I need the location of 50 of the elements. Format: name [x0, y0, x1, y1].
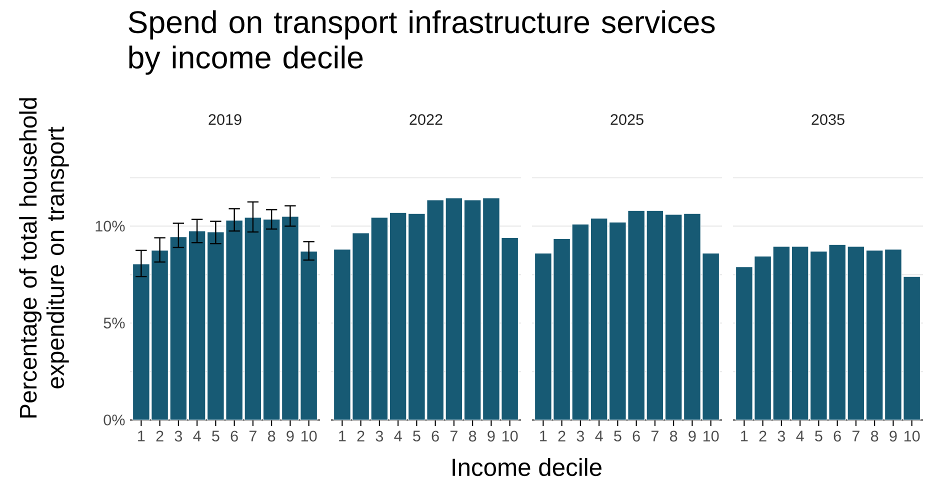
x-tick-label: 9 — [890, 430, 897, 442]
x-tick-label: 8 — [870, 430, 878, 442]
x-tick-label: 10 — [502, 430, 518, 442]
x-tick-label: 2 — [558, 430, 566, 442]
x-tick-label: 10 — [301, 430, 317, 442]
x-tick-label: 3 — [576, 430, 584, 442]
chart-subtitle: 2035 — [812, 114, 844, 125]
x-tick-label: 4 — [193, 430, 201, 442]
x-tick-label: 7 — [852, 430, 860, 442]
x-axis-title: Income decile — [452, 458, 602, 476]
x-tick-label: 7 — [249, 430, 256, 442]
x-tick-label: 5 — [614, 430, 622, 442]
x-tick-label: 5 — [815, 430, 822, 442]
x-tick-label: 1 — [741, 430, 748, 442]
text: Spend on transport infrastructure services by income decile — [128, 10, 715, 75]
chart-subtitle: 2022 — [410, 114, 442, 125]
chart-subtitle: 2025 — [610, 114, 644, 125]
x-tick-label: 1 — [339, 430, 346, 442]
y-tick-label: 0% — [104, 414, 125, 426]
y-tick-label: 5% — [104, 318, 125, 328]
x-tick-label: 6 — [632, 430, 640, 442]
x-tick-label: 5 — [212, 430, 220, 442]
x-tick-label: 10 — [904, 430, 920, 442]
x-tick-label: 8 — [670, 430, 678, 442]
x-tick-label: 1 — [138, 430, 145, 442]
x-tick-label: 3 — [376, 430, 384, 442]
y-axis-title: Percentage of total household expenditure on transport — [19, 98, 69, 418]
x-tick-label: 4 — [796, 430, 804, 442]
x-tick-label: 9 — [688, 430, 696, 442]
x-tick-label: 3 — [778, 430, 786, 442]
x-tick-label: 10 — [703, 430, 719, 442]
x-tick-label: 5 — [413, 430, 420, 442]
y-tick-label: 10% — [96, 220, 125, 232]
x-tick-label: 1 — [540, 430, 547, 442]
x-tick-label: 2 — [759, 430, 766, 442]
x-tick-label: 6 — [230, 430, 238, 442]
x-tick-label: 6 — [432, 430, 439, 442]
x-tick-label: 4 — [394, 430, 402, 442]
x-tick-label: 2 — [156, 430, 164, 442]
x-tick-label: 7 — [651, 430, 658, 442]
x-tick-label: 9 — [488, 430, 495, 442]
x-tick-label: 4 — [595, 430, 603, 442]
x-tick-label: 7 — [450, 430, 458, 442]
x-tick-label: 8 — [468, 430, 476, 442]
x-tick-label: 9 — [286, 430, 294, 442]
x-tick-label: 3 — [174, 430, 182, 442]
x-tick-label: 2 — [357, 430, 364, 442]
chart-subtitle: 2019 — [208, 114, 242, 125]
x-tick-label: 8 — [268, 430, 276, 442]
x-tick-label: 6 — [834, 430, 841, 442]
